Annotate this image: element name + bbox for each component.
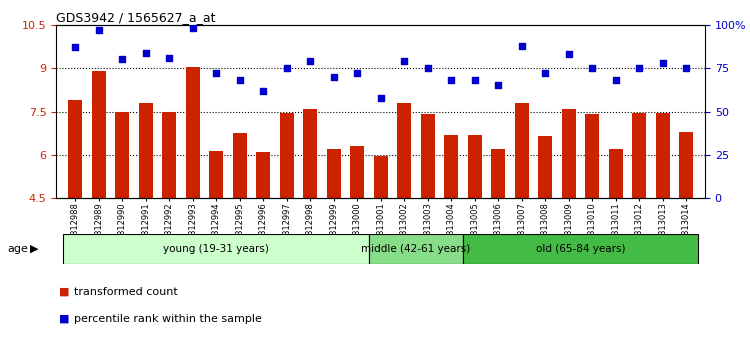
Point xyxy=(116,57,128,62)
Bar xyxy=(369,234,463,264)
Bar xyxy=(538,136,552,198)
Point xyxy=(446,78,458,83)
Bar xyxy=(326,149,340,198)
Bar xyxy=(63,234,369,264)
Bar xyxy=(92,71,106,198)
Text: transformed count: transformed count xyxy=(74,287,177,297)
Point xyxy=(422,65,434,71)
Point xyxy=(210,70,222,76)
Point xyxy=(163,55,175,61)
Bar xyxy=(444,135,458,198)
Point xyxy=(374,95,387,101)
Bar xyxy=(139,103,152,198)
Text: percentile rank within the sample: percentile rank within the sample xyxy=(74,314,261,324)
Bar xyxy=(491,149,506,198)
Point xyxy=(351,70,363,76)
Text: old (65-84 years): old (65-84 years) xyxy=(536,244,626,254)
Text: ■: ■ xyxy=(58,314,69,324)
Text: middle (42-61 years): middle (42-61 years) xyxy=(362,244,470,254)
Bar xyxy=(656,113,670,198)
Text: young (19-31 years): young (19-31 years) xyxy=(164,244,269,254)
Bar xyxy=(680,132,693,198)
Point xyxy=(680,65,692,71)
Bar xyxy=(162,112,176,198)
Text: age: age xyxy=(8,244,28,254)
Bar xyxy=(280,113,294,198)
Bar xyxy=(68,100,82,198)
Point xyxy=(92,27,104,33)
Bar xyxy=(374,156,388,198)
Bar xyxy=(256,152,270,198)
Point xyxy=(257,88,269,93)
Point xyxy=(233,78,245,83)
Point xyxy=(140,50,152,55)
Text: GDS3942 / 1565627_a_at: GDS3942 / 1565627_a_at xyxy=(56,11,216,24)
Bar xyxy=(209,150,224,198)
Point xyxy=(516,43,528,48)
Bar xyxy=(232,133,247,198)
Bar xyxy=(115,112,129,198)
Bar xyxy=(303,109,317,198)
Point xyxy=(492,82,504,88)
Point xyxy=(398,58,410,64)
Point xyxy=(657,60,669,66)
Text: ▶: ▶ xyxy=(30,244,38,254)
Point xyxy=(304,58,316,64)
Point xyxy=(280,65,292,71)
Point xyxy=(328,74,340,80)
Bar xyxy=(609,149,622,198)
Bar xyxy=(350,146,364,198)
Point xyxy=(539,70,551,76)
Point xyxy=(469,78,481,83)
Bar xyxy=(185,67,200,198)
Bar xyxy=(463,234,698,264)
Bar xyxy=(467,135,482,198)
Bar xyxy=(585,114,599,198)
Bar xyxy=(421,114,435,198)
Point xyxy=(633,65,645,71)
Point xyxy=(562,51,574,57)
Point xyxy=(586,65,598,71)
Point xyxy=(187,25,199,31)
Bar xyxy=(632,113,646,198)
Text: ■: ■ xyxy=(58,287,69,297)
Bar xyxy=(397,103,411,198)
Point xyxy=(69,45,81,50)
Bar xyxy=(514,103,529,198)
Bar xyxy=(562,109,576,198)
Point xyxy=(610,78,622,83)
